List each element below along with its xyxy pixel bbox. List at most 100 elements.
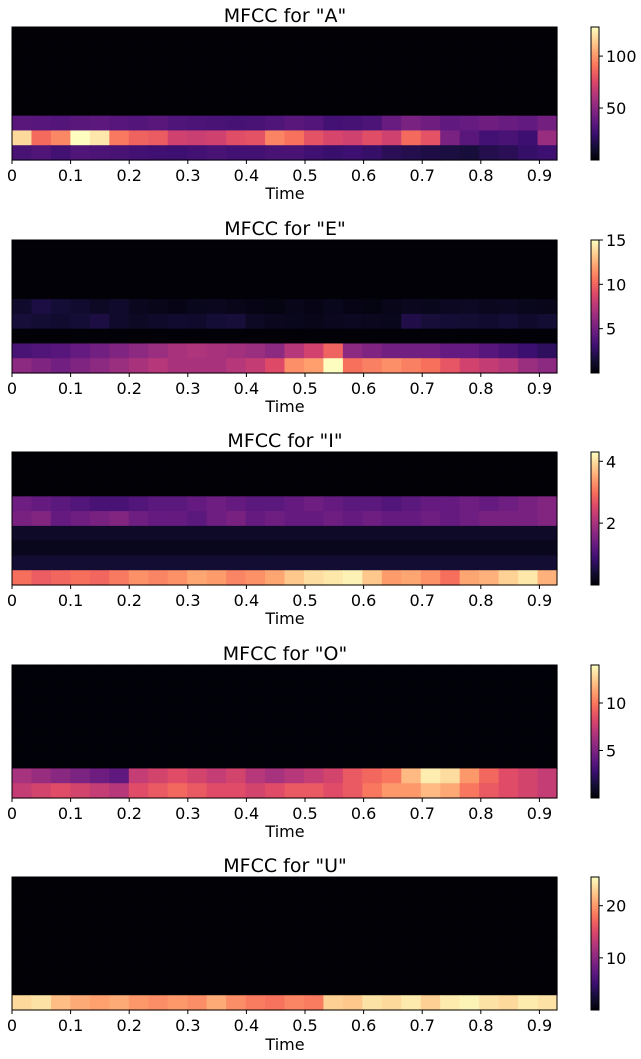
colorbar-segment [591, 155, 599, 159]
heatmap-cell [167, 145, 188, 161]
heatmap-cell [381, 115, 402, 132]
heatmap-cell [401, 995, 422, 1011]
heatmap-cell [303, 540, 325, 557]
heatmap-cell [265, 71, 286, 87]
colorbar-segment [591, 354, 599, 357]
heatmap-cell [109, 709, 130, 725]
heatmap-cell [498, 343, 519, 359]
colorbar-segment [591, 145, 599, 149]
heatmap-cell [50, 452, 71, 468]
heatmap-cell [265, 145, 286, 161]
x-tick-label: 0.3 [175, 166, 200, 185]
heatmap-cell [284, 709, 305, 725]
colorbar-segment [591, 252, 599, 256]
heatmap-cell [518, 481, 539, 497]
heatmap-cell [187, 299, 208, 315]
heatmap-cell [70, 313, 91, 330]
heatmap-cell [245, 950, 266, 967]
colorbar-segment [591, 510, 599, 513]
x-tick-label: 0.4 [234, 591, 259, 610]
heatmap-cell [323, 496, 344, 512]
heatmap-cell [31, 783, 52, 799]
colorbar-segment [591, 368, 599, 372]
colorbar-segment [591, 93, 599, 97]
colorbar-segment [591, 110, 599, 113]
heatmap-cell [323, 452, 344, 468]
heatmap-cell [381, 511, 402, 527]
heatmap-cell [537, 950, 558, 967]
heatmap-cell [362, 130, 383, 146]
colorbar-segment [591, 468, 599, 472]
colorbar-segment [591, 547, 599, 551]
colorbar-segment [591, 458, 599, 461]
heatmap-cell [70, 481, 91, 497]
colorbar-segment [591, 671, 599, 674]
heatmap-cell [31, 86, 52, 102]
heatmap-cell [459, 709, 480, 725]
heatmap-cell [167, 709, 188, 725]
heatmap-cell [109, 452, 130, 468]
heatmap-cell [89, 328, 110, 345]
colorbar-segment [591, 124, 599, 128]
heatmap-cell [206, 27, 227, 43]
heatmap-cell [440, 269, 461, 285]
heatmap-cell [440, 995, 461, 1011]
heatmap-cell [459, 254, 480, 271]
colorbar-segment [591, 279, 599, 283]
heatmap-cell [459, 738, 480, 755]
heatmap-cell [128, 783, 149, 799]
heatmap-cell [420, 299, 441, 315]
heatmap-cell [12, 679, 33, 696]
heatmap-cell [362, 481, 383, 497]
heatmap-cell [187, 41, 208, 58]
colorbar-segment [591, 285, 599, 289]
x-axis-label: Time [264, 184, 304, 203]
heatmap-cell [226, 694, 247, 710]
heatmap-cell [245, 570, 266, 586]
heatmap-cell [518, 995, 539, 1011]
heatmap-cell [459, 56, 480, 72]
heatmap-cell [109, 466, 130, 483]
heatmap-cell [148, 284, 169, 300]
heatmap-cell [498, 665, 519, 681]
colorbar-segment [591, 503, 599, 507]
heatmap-cell [148, 254, 169, 271]
colorbar-segment [591, 452, 599, 455]
heatmap-cell [226, 783, 247, 799]
heatmap-cell [50, 980, 71, 996]
heatmap-cell [420, 877, 441, 893]
heatmap-cell [167, 100, 188, 117]
heatmap-cell [109, 724, 130, 740]
heatmap-cell [303, 679, 325, 696]
heatmap-cell [459, 27, 480, 43]
heatmap-cell [342, 269, 363, 285]
heatmap-cell [362, 269, 383, 285]
heatmap-cell [89, 511, 110, 527]
heatmap-cell [187, 481, 208, 497]
heatmap-cell [303, 496, 325, 512]
heatmap-cell [167, 555, 188, 571]
x-tick-label: 0.9 [527, 591, 552, 610]
heatmap-cell [381, 86, 402, 102]
heatmap-cell [342, 679, 363, 696]
heatmap-cell [498, 694, 519, 710]
colorbar-segment [591, 985, 599, 988]
heatmap-cell [459, 936, 480, 952]
colorbar-segment [591, 906, 599, 909]
x-ticks: 0 0.1 0.2 0.3 0.4 0.5 0.6 0.7 0.8 0.9 [7, 160, 552, 185]
heatmap-cell [381, 965, 402, 982]
heatmap-cell [50, 995, 71, 1011]
heatmap-cell [148, 41, 169, 58]
heatmap-cell [323, 86, 344, 102]
heatmap-cell [167, 343, 188, 359]
heatmap-cell [479, 525, 500, 542]
heatmap-cell [245, 525, 266, 542]
colorbar-segment [591, 877, 599, 880]
heatmap-cell [70, 496, 91, 512]
heatmap-cell [128, 738, 149, 755]
heatmap-cell [342, 313, 363, 330]
heatmap-cell [265, 343, 286, 359]
heatmap-cell [381, 27, 402, 43]
heatmap-cell [12, 540, 33, 557]
heatmap-cell [265, 115, 286, 132]
